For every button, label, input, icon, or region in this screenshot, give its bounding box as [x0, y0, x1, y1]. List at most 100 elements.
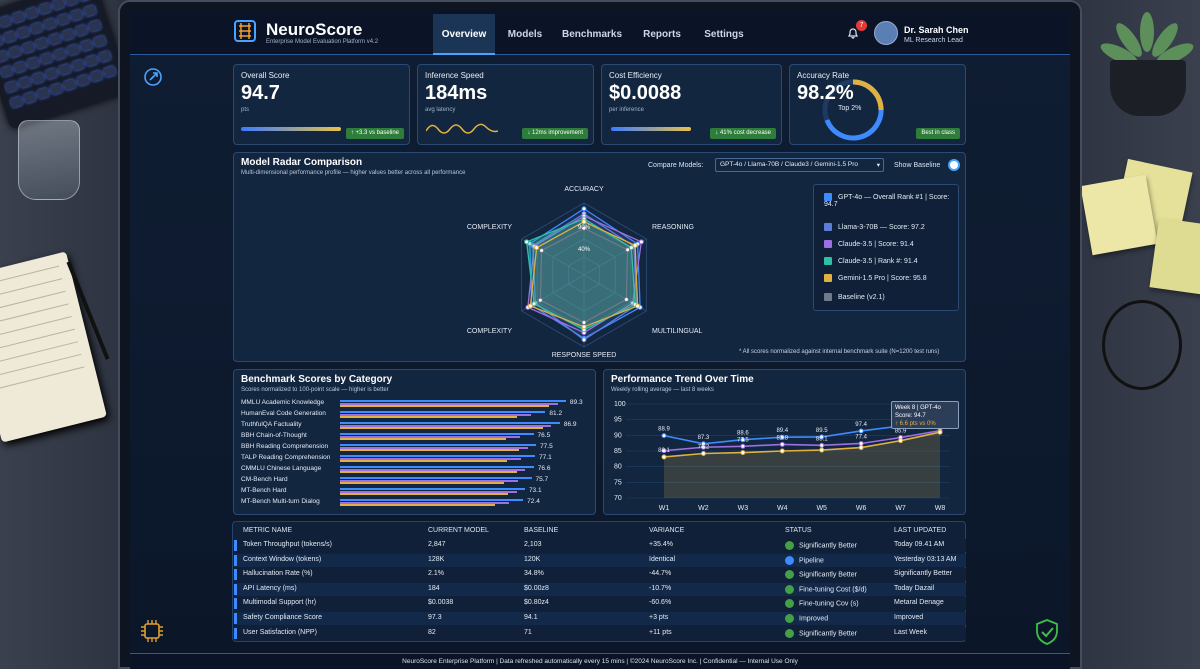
benchmark-bar[interactable] [340, 501, 510, 504]
benchmark-bar[interactable] [340, 413, 532, 416]
baseline-toggle[interactable] [948, 159, 960, 171]
table-row[interactable] [234, 612, 966, 625]
benchmark-bar[interactable] [340, 499, 524, 502]
analytics-icon[interactable] [142, 66, 164, 88]
benchmark-bar[interactable] [340, 405, 550, 408]
benchmark-bar[interactable] [340, 422, 560, 425]
benchmark-bar[interactable] [340, 449, 520, 452]
x-tick-label: W7 [895, 505, 906, 512]
chip-icon[interactable] [138, 617, 166, 645]
table-cell: 184 [428, 584, 440, 592]
benchmark-bar[interactable] [340, 488, 525, 491]
benchmark-bar[interactable] [340, 438, 506, 441]
bell-icon[interactable] [846, 26, 860, 40]
benchmark-bar[interactable] [340, 493, 509, 496]
table-cell: 128K [428, 555, 445, 563]
legend-item[interactable]: Baseline (v2.1) [824, 293, 885, 301]
legend-item[interactable]: Claude-3.5 | Score: 91.4 [824, 240, 914, 248]
benchmark-bar[interactable] [340, 402, 558, 405]
tab-settings[interactable]: Settings [704, 29, 744, 40]
benchmark-bar[interactable] [340, 446, 528, 449]
benchmark-bar[interactable] [340, 482, 504, 485]
data-point [700, 451, 706, 457]
benchmark-bar[interactable] [340, 400, 566, 403]
benchmark-bar[interactable] [340, 504, 496, 507]
column-header[interactable]: STATUS [785, 527, 812, 534]
legend-item[interactable]: Llama-3-70B — Score: 97.2 [824, 223, 925, 231]
row-marker [234, 627, 237, 639]
data-label: 74.2 [698, 445, 710, 451]
data-point [740, 443, 746, 449]
tab-benchmarks[interactable]: Benchmarks [561, 29, 623, 40]
data-label: 88.1 [658, 448, 670, 454]
kpi-title: Cost Efficiency [609, 71, 662, 80]
table-row[interactable] [234, 597, 966, 611]
benchmark-bar[interactable] [340, 424, 552, 427]
kpi-card-overall-score[interactable]: Overall Score 94.7 pts ↑ +3.3 vs baselin… [233, 64, 410, 145]
benchmark-bar[interactable] [340, 435, 520, 438]
benchmark-bar[interactable] [340, 460, 508, 463]
kpi-badge: ↓ 12ms improvement [522, 128, 588, 139]
table-cell: $0.00z8 [524, 584, 549, 592]
table-cell: 2.1% [428, 570, 444, 578]
benchmark-bar[interactable] [340, 457, 522, 460]
benchmark-bar[interactable] [340, 416, 518, 419]
data-point [898, 438, 904, 444]
benchmark-bar[interactable] [340, 477, 532, 480]
logo-icon [234, 20, 256, 42]
column-header[interactable]: LAST UPDATED [894, 527, 947, 534]
benchmark-bar[interactable] [340, 479, 518, 482]
avatar[interactable] [874, 21, 898, 45]
table-cell: Significantly Better [894, 570, 952, 578]
column-header[interactable]: CURRENT MODEL [428, 527, 489, 534]
benchmark-value: 73.1 [528, 487, 542, 494]
benchmark-bar[interactable] [340, 444, 537, 447]
radar-point [638, 239, 644, 245]
benchmark-bar[interactable] [340, 455, 536, 458]
tab-models[interactable]: Models [507, 29, 543, 40]
benchmark-bar[interactable] [340, 427, 544, 430]
kpi-progress-bar [611, 127, 691, 131]
kpi-card-inference-speed[interactable]: Inference Speed 184ms avg latency ↓ 12ms… [417, 64, 594, 145]
series-area [664, 432, 940, 498]
baseline-toggle-label: Show Baseline [894, 162, 941, 169]
table-cell: Last Week [894, 628, 927, 636]
kpi-card-accuracy-rate[interactable]: Accuracy Rate 98.2% Top 2% Best in class [789, 64, 966, 145]
table-row[interactable] [234, 582, 966, 596]
data-label: 77.5 [737, 437, 749, 443]
legend-item[interactable]: Gemini-1.5 Pro | Score: 95.8 [824, 274, 927, 282]
data-point [779, 448, 785, 454]
legend-item[interactable]: GPT-4o — Overall Rank #1 | Score: 94.7 [824, 193, 950, 208]
kpi-card-cost-efficiency[interactable]: Cost Efficiency $0.0088 per inference ↓ … [601, 64, 782, 145]
data-label: 88.9 [658, 427, 670, 433]
benchmark-bar[interactable] [340, 468, 526, 471]
column-header[interactable]: BASELINE [524, 527, 559, 534]
table-cell: 82 [428, 628, 436, 636]
benchmark-bar[interactable] [340, 433, 534, 436]
benchmark-bar[interactable] [340, 490, 517, 493]
tab-reports[interactable]: Reports [643, 29, 681, 40]
table-cell: -44.7% [649, 570, 672, 578]
column-header[interactable]: VARIANCE [649, 527, 685, 534]
status-text: Improved [799, 615, 829, 623]
table-row[interactable] [234, 539, 966, 552]
water-glass-photo [18, 120, 80, 200]
shield-check-icon[interactable] [1034, 618, 1060, 646]
y-tick-label: 70 [614, 495, 622, 502]
column-header[interactable]: METRIC NAME [243, 527, 292, 534]
table-row[interactable] [234, 553, 966, 567]
benchmark-bar[interactable] [340, 466, 534, 469]
table-row[interactable] [234, 568, 966, 582]
radar-point [581, 337, 587, 343]
y-tick-label: 100 [614, 401, 626, 408]
table-cell: Fine-tuning Cost ($/d) [785, 584, 867, 594]
table-cell: $0.0038 [428, 599, 454, 607]
legend-item[interactable]: Claude-3.5 | Rank #: 91.4 [824, 257, 918, 265]
benchmark-bar[interactable] [340, 471, 517, 474]
benchmark-bar[interactable] [340, 411, 546, 414]
radar-point [524, 239, 530, 245]
tab-overview[interactable]: Overview [433, 14, 495, 55]
table-cell: 94.1 [524, 614, 538, 621]
compare-models-select[interactable]: GPT-4o / Llama-70B / Claude3 / Gemini-1.… [715, 158, 884, 172]
table-row[interactable] [234, 626, 966, 640]
